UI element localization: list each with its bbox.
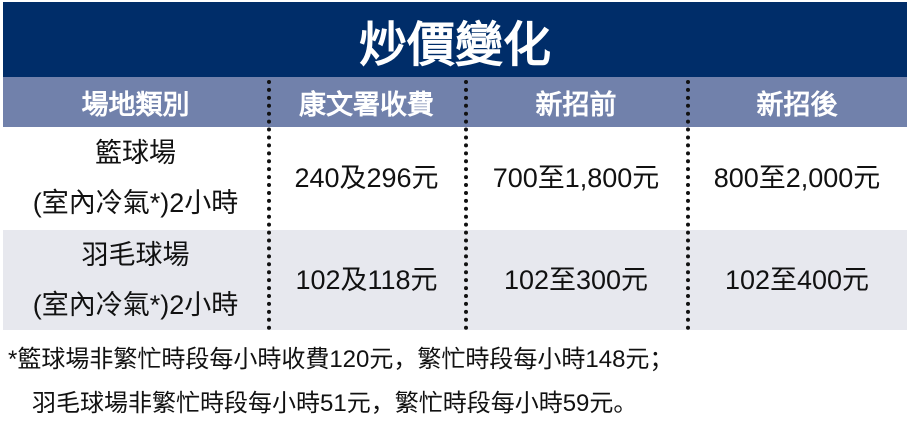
- venue-name: 籃球場: [95, 137, 176, 168]
- footnote-line-2: 羽毛球場非繁忙時段每小時51元，繁忙時段每小時59元。: [32, 390, 638, 417]
- column-divider: [464, 80, 468, 330]
- table-header-row: 場地類別 康文署收費 新招前 新招後: [3, 77, 907, 127]
- before-cell: 102至300元: [503, 265, 649, 295]
- table-row: 羽毛球場 (室內冷氣*)2小時 102及118元 102至300元 102至40…: [3, 230, 907, 330]
- lcsd-fee-cell: 240及296元: [294, 162, 439, 193]
- lcsd-fee-cell: 102及118元: [295, 265, 438, 295]
- column-divider: [267, 80, 271, 330]
- table-title: 炒價變化: [3, 2, 907, 77]
- venue-detail: (室內冷氣*)2小時: [32, 187, 239, 218]
- header-after: 新招後: [756, 89, 838, 120]
- after-cell: 800至2,000元: [713, 162, 881, 193]
- before-cell: 700至1,800元: [492, 162, 660, 193]
- venue-detail: (室內冷氣*)2小時: [32, 290, 239, 320]
- header-before: 新招前: [535, 89, 617, 120]
- column-divider: [686, 80, 690, 330]
- footnote: *籃球場非繁忙時段每小時收費120元，繁忙時段每小時148元； 羽毛球場非繁忙時段…: [8, 338, 673, 426]
- after-cell: 102至400元: [724, 265, 870, 295]
- venue-cell: 羽毛球場 (室內冷氣*)2小時: [3, 230, 268, 330]
- footnote-line-1: *籃球場非繁忙時段每小時收費120元，繁忙時段每小時148元；: [8, 346, 674, 373]
- venue-cell: 籃球場 (室內冷氣*)2小時: [3, 127, 268, 228]
- venue-name: 羽毛球場: [81, 240, 190, 270]
- header-venue-type: 場地類別: [81, 89, 190, 120]
- header-lcsd-fee: 康文署收費: [299, 89, 434, 120]
- table-row: 籃球場 (室內冷氣*)2小時 240及296元 700至1,800元 800至2…: [3, 127, 907, 228]
